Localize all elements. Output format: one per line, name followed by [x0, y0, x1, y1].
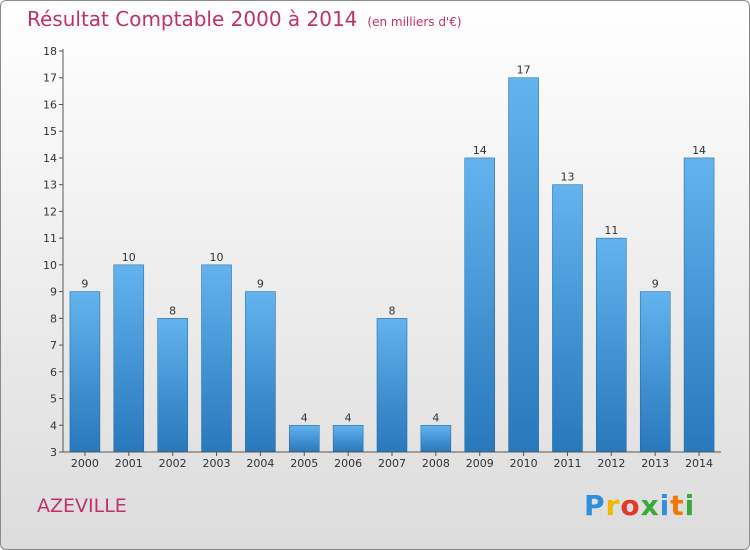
- bar: [289, 425, 320, 453]
- x-tick-label: 2014: [685, 457, 713, 470]
- bar: [69, 291, 101, 453]
- y-tick-label: 4: [50, 419, 57, 432]
- proxiti-logo: Proxiti: [584, 489, 695, 522]
- y-tick-label: 12: [43, 205, 57, 218]
- logo-letter: t: [670, 489, 685, 522]
- commune-name: AZEVILLE: [37, 495, 127, 517]
- bar: [113, 264, 145, 453]
- data-label: 8: [389, 304, 396, 317]
- data-label: 11: [604, 224, 618, 237]
- data-label: 4: [432, 411, 439, 424]
- y-tick-label: 15: [43, 125, 57, 138]
- x-tick-label: 2008: [422, 457, 450, 470]
- bar: [157, 318, 188, 453]
- data-label: 9: [257, 278, 264, 291]
- chart-subtitle: (en milliers d'€): [367, 15, 462, 29]
- bar: [552, 184, 583, 453]
- x-tick-label: 2013: [641, 457, 669, 470]
- bar: [464, 157, 495, 453]
- data-label: 14: [692, 144, 706, 157]
- logo-letter: P: [584, 489, 606, 522]
- bar: [639, 291, 671, 453]
- y-tick-label: 10: [43, 259, 57, 272]
- logo-letter: o: [620, 489, 641, 522]
- data-label: 17: [517, 64, 531, 77]
- data-label: 8: [169, 304, 176, 317]
- bar: [508, 77, 539, 453]
- y-tick-label: 3: [50, 446, 57, 459]
- x-tick-label: 2010: [510, 457, 538, 470]
- x-tick-label: 2002: [159, 457, 187, 470]
- x-tick-label: 2003: [203, 457, 231, 470]
- bar: [332, 425, 364, 453]
- x-tick-label: 2006: [334, 457, 362, 470]
- bar: [245, 291, 276, 453]
- logo-letter: i: [684, 489, 696, 522]
- y-tick-label: 8: [50, 312, 57, 325]
- data-label: 9: [81, 278, 88, 291]
- bar: [201, 264, 232, 453]
- y-tick-label: 11: [43, 232, 57, 245]
- x-tick-label: 2000: [71, 457, 99, 470]
- y-tick-label: 9: [50, 286, 57, 299]
- y-tick-label: 7: [50, 339, 57, 352]
- data-label: 13: [560, 171, 574, 184]
- bar: [683, 157, 715, 453]
- y-tick-label: 14: [43, 152, 57, 165]
- y-tick-label: 16: [43, 98, 57, 111]
- logo-letter: x: [640, 489, 660, 522]
- data-label: 4: [301, 411, 308, 424]
- x-tick-label: 2005: [290, 457, 318, 470]
- logo-letter: i: [659, 489, 671, 522]
- data-label: 10: [122, 251, 136, 264]
- logo-letter: r: [605, 489, 621, 522]
- y-tick-label: 17: [43, 72, 57, 85]
- bar: [376, 318, 408, 453]
- data-label: 14: [473, 144, 487, 157]
- data-label: 9: [652, 278, 659, 291]
- bar: [596, 237, 627, 453]
- x-tick-label: 2009: [466, 457, 494, 470]
- x-tick-label: 2004: [246, 457, 274, 470]
- data-label: 4: [345, 411, 352, 424]
- data-label: 10: [210, 251, 224, 264]
- x-tick-label: 2001: [115, 457, 143, 470]
- y-tick-label: 5: [50, 393, 57, 406]
- y-tick-label: 6: [50, 366, 57, 379]
- bar: [420, 425, 452, 453]
- x-tick-label: 2007: [378, 457, 406, 470]
- y-tick-label: 13: [43, 179, 57, 192]
- x-tick-label: 2011: [553, 457, 581, 470]
- x-tick-label: 2012: [597, 457, 625, 470]
- chart-title: Résultat Comptable 2000 à 2014 (en millie…: [27, 7, 462, 31]
- y-tick-label: 18: [43, 45, 57, 58]
